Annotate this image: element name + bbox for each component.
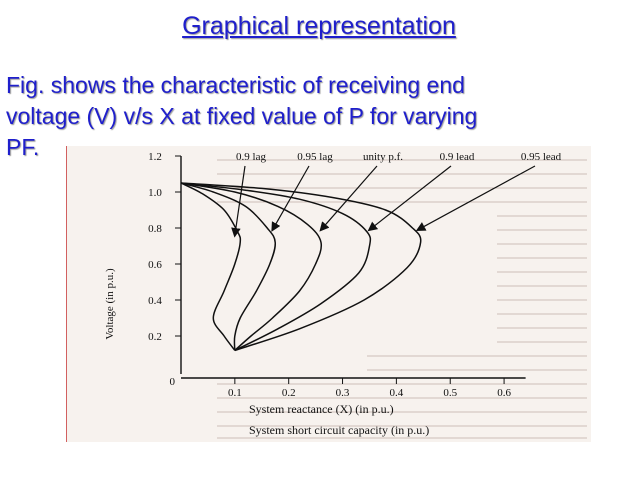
y-tick-label: 1.0 <box>148 187 162 199</box>
y-tick-label: 0 <box>170 376 176 388</box>
series-arrow <box>319 165 378 232</box>
series-arrow <box>271 165 310 232</box>
chart-curves <box>180 182 422 352</box>
body-line-1: Fig. shows the characteristic of receivi… <box>6 72 465 98</box>
y-tick-label: 0.8 <box>148 223 162 235</box>
series-arrow <box>367 165 452 232</box>
series-label: 0.9 lead <box>440 151 475 163</box>
y-tick-label: 0.6 <box>148 259 162 271</box>
series-arrow <box>231 165 246 238</box>
x-axis-secondary-label: System short circuit capacity (in p.u.) <box>249 423 429 437</box>
y-axis-label: Voltage (in p.u.) <box>104 268 116 340</box>
background-text-lines <box>217 159 587 439</box>
x-tick-label: 0.4 <box>390 387 404 399</box>
y-tick-label: 1.2 <box>148 151 162 163</box>
series-label: unity p.f. <box>363 151 403 163</box>
slide-title: Graphical representation <box>182 12 456 40</box>
x-tick-label: 0.2 <box>282 387 296 399</box>
chart-axes <box>175 155 526 384</box>
x-axis-label: System reactance (X) (in p.u.) <box>249 402 394 416</box>
series-labels: 0.9 lag 0.95 lag unity p.f. 0.9 lead 0.95 le… <box>236 151 562 163</box>
series-curve-4 <box>180 182 422 352</box>
x-tick-label: 0.5 <box>443 387 457 399</box>
chart-arrows <box>231 165 536 238</box>
series-label: 0.9 lag <box>236 151 266 163</box>
series-label: 0.95 lead <box>521 151 562 163</box>
voltage-reactance-chart: 0.1 0.2 0.3 0.4 0.5 0.6 0 0.2 0.4 0.6 0.8 1.0 1.2 0… <box>104 151 587 439</box>
chart-image: 0.1 0.2 0.3 0.4 0.5 0.6 0 0.2 0.4 0.6 0.8 1.0 1.2 0… <box>66 146 591 442</box>
x-tick-label: 0.6 <box>497 387 511 399</box>
series-curve-1 <box>180 182 276 351</box>
x-tick-labels: 0.1 0.2 0.3 0.4 0.5 0.6 <box>228 387 511 399</box>
series-arrow <box>415 165 536 231</box>
y-tick-label: 0.2 <box>148 331 162 343</box>
series-curve-2 <box>180 182 323 351</box>
body-line-2: voltage (V) v/s X at fixed value of P fo… <box>6 103 478 129</box>
y-tick-labels: 0 0.2 0.4 0.6 0.8 1.0 1.2 <box>148 151 175 388</box>
x-tick-label: 0.3 <box>336 387 350 399</box>
y-tick-label: 0.4 <box>148 295 162 307</box>
series-curve-0 <box>180 182 242 351</box>
series-label: 0.95 lag <box>297 151 333 163</box>
series-curve-3 <box>180 182 372 352</box>
x-tick-label: 0.1 <box>228 387 242 399</box>
slide-body-text: Fig. shows the characteristic of receivi… <box>6 70 626 163</box>
body-line-3: PF. <box>6 134 40 160</box>
